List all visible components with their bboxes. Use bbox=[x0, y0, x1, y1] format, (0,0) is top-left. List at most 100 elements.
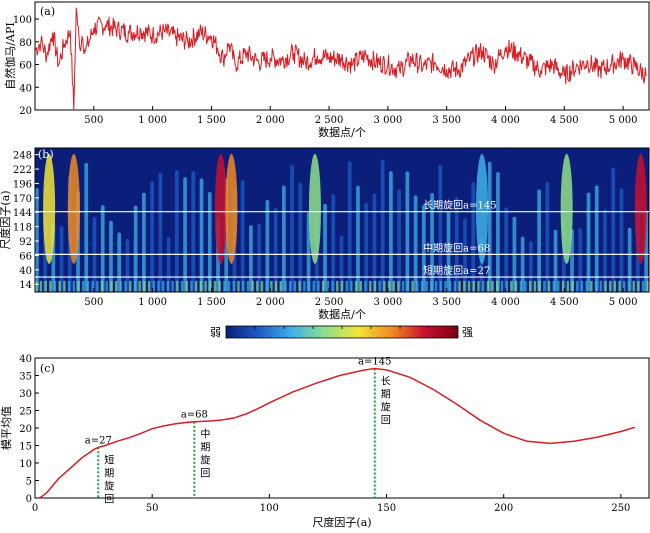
scalogram-fine-band bbox=[599, 280, 602, 292]
scalogram-fine-band bbox=[590, 280, 593, 292]
panel-a-xtick-label: 2 000 bbox=[256, 115, 285, 126]
scalogram-fine-band bbox=[533, 280, 537, 292]
panel-a-xtick-label: 4 000 bbox=[491, 115, 520, 126]
scalogram-fine-band bbox=[524, 280, 527, 292]
scalogram-fine-band bbox=[623, 280, 626, 292]
scalogram-fine-band bbox=[129, 280, 132, 292]
scalogram-fine-band bbox=[561, 280, 565, 292]
panel-b-ytick-label: 40 bbox=[19, 266, 32, 277]
panel-b-ytick-label: 196 bbox=[13, 179, 32, 190]
scalogram-fine-band bbox=[270, 280, 273, 292]
scalogram-fine-band bbox=[646, 280, 649, 292]
scalogram-fine-band bbox=[387, 280, 391, 292]
scalogram-band bbox=[397, 189, 401, 292]
scalogram-band bbox=[84, 163, 89, 292]
panel-c-xtick-label: 200 bbox=[494, 503, 513, 514]
panel-c-xtick-label: 50 bbox=[146, 503, 159, 514]
scalogram-fine-band bbox=[557, 280, 560, 292]
scalogram-fine-band bbox=[543, 280, 546, 292]
scalogram-fine-band bbox=[307, 280, 311, 292]
scalogram-fine-band bbox=[265, 280, 268, 292]
scalogram-fine-band bbox=[411, 280, 414, 292]
scalogram-fine-band bbox=[53, 280, 57, 292]
panel-a-series-line bbox=[35, 7, 647, 110]
scalogram-fine-band bbox=[364, 280, 367, 292]
panel-a-ytick-label: 40 bbox=[19, 83, 32, 94]
panel-c-marker-label: a=27 bbox=[85, 435, 112, 446]
scalogram-fine-band bbox=[529, 280, 532, 292]
panel-c-ytick-label: 5 bbox=[26, 477, 32, 488]
panel-c-marker-text: 短期旋回 bbox=[104, 453, 114, 505]
scalogram-fine-band bbox=[114, 280, 118, 292]
scalogram-fine-band bbox=[204, 280, 207, 292]
scalogram-band bbox=[496, 172, 500, 292]
scalogram-fine-band bbox=[453, 280, 457, 292]
panel-b-xtick-label: 3 500 bbox=[432, 297, 461, 308]
panel-a-ytick-label: 80 bbox=[19, 38, 32, 49]
panel-b-cycle-label: 长期旋回a=145 bbox=[423, 199, 496, 212]
panel-a-xtick-label: 5 000 bbox=[609, 115, 638, 126]
scalogram-fine-band bbox=[369, 280, 372, 292]
panel-a-xtick-label: 1 500 bbox=[197, 115, 226, 126]
panel-b-cycle-label: 短期旋回a=27 bbox=[423, 264, 490, 277]
scalogram-band bbox=[364, 203, 369, 292]
scalogram-fine-band bbox=[176, 280, 179, 292]
panel-c-ticks: 0 50 100 150 200 250 0 5 10 15 20 25 30 35 40 bbox=[19, 354, 630, 514]
panel-c-series-line bbox=[39, 367, 636, 499]
scalogram-fine-band bbox=[312, 280, 315, 292]
panel-b-cycle-label: 中期旋回a=68 bbox=[423, 241, 490, 254]
scalogram-fine-band bbox=[274, 280, 278, 292]
scalogram-fine-band bbox=[430, 280, 433, 292]
scalogram-hotspot bbox=[67, 153, 80, 264]
scalogram-fine-band bbox=[110, 280, 113, 292]
panel-c-ylabel: 模平均值 bbox=[0, 406, 13, 450]
scalogram-band bbox=[619, 188, 624, 292]
scalogram-fine-band bbox=[246, 280, 250, 292]
scalogram-fine-band bbox=[401, 280, 405, 292]
panel-b-ytick-label: 66 bbox=[19, 251, 32, 262]
scalogram-band bbox=[586, 192, 591, 292]
scalogram-fine-band bbox=[190, 280, 193, 292]
scalogram-band bbox=[290, 164, 294, 292]
panel-b-ytick-label: 144 bbox=[13, 208, 32, 219]
scalogram-band bbox=[59, 225, 64, 292]
panel-a-xtick-label: 500 bbox=[84, 115, 103, 126]
scalogram-fine-band bbox=[44, 280, 47, 292]
panel-c-marker-label: a=68 bbox=[181, 410, 208, 421]
scalogram-fine-band bbox=[594, 280, 598, 292]
scalogram-fine-band bbox=[237, 280, 240, 292]
scalogram-fine-band bbox=[143, 280, 146, 292]
scalogram-fine-band bbox=[185, 280, 188, 292]
scalogram-fine-band bbox=[392, 280, 395, 292]
scalogram-fine-band bbox=[298, 280, 301, 292]
scalogram-band bbox=[273, 208, 278, 292]
scalogram-band bbox=[298, 182, 303, 292]
panel-c-ytick-label: 10 bbox=[19, 459, 32, 470]
scalogram-fine-band bbox=[199, 280, 203, 292]
scalogram-fine-band bbox=[547, 280, 551, 292]
scalogram-fine-band bbox=[434, 280, 438, 292]
scalogram-fine-band bbox=[256, 280, 259, 292]
scalogram-band bbox=[545, 181, 550, 292]
scalogram-band bbox=[166, 236, 171, 292]
scalogram-band bbox=[430, 193, 434, 292]
scalogram-band bbox=[438, 164, 443, 292]
scalogram-fine-band bbox=[133, 280, 137, 292]
scalogram-band bbox=[282, 185, 286, 292]
scalogram-band bbox=[240, 180, 245, 292]
scalogram-fine-band bbox=[82, 280, 85, 292]
scalogram-band bbox=[487, 161, 492, 292]
scalogram-fine-band bbox=[213, 280, 217, 292]
panel-a-xtick-label: 1 000 bbox=[138, 115, 167, 126]
scalogram-band bbox=[323, 203, 327, 292]
scalogram-fine-band bbox=[510, 280, 513, 292]
scalogram-fine-band bbox=[538, 280, 541, 292]
scalogram-fine-band bbox=[491, 280, 494, 292]
colorbar-low-label: 弱 bbox=[210, 326, 221, 339]
scalogram-fine-band bbox=[72, 280, 75, 292]
panel-b-annotations: 长期旋回a=145 中期旋回a=68 短期旋回a=27 bbox=[35, 199, 649, 278]
panel-b-ytick-label: 248 bbox=[13, 151, 32, 162]
panel-c-marker-text: 长期旋回 bbox=[381, 376, 391, 427]
panel-b-xtick-label: 2 500 bbox=[315, 297, 344, 308]
scalogram-hotspot bbox=[225, 153, 238, 264]
